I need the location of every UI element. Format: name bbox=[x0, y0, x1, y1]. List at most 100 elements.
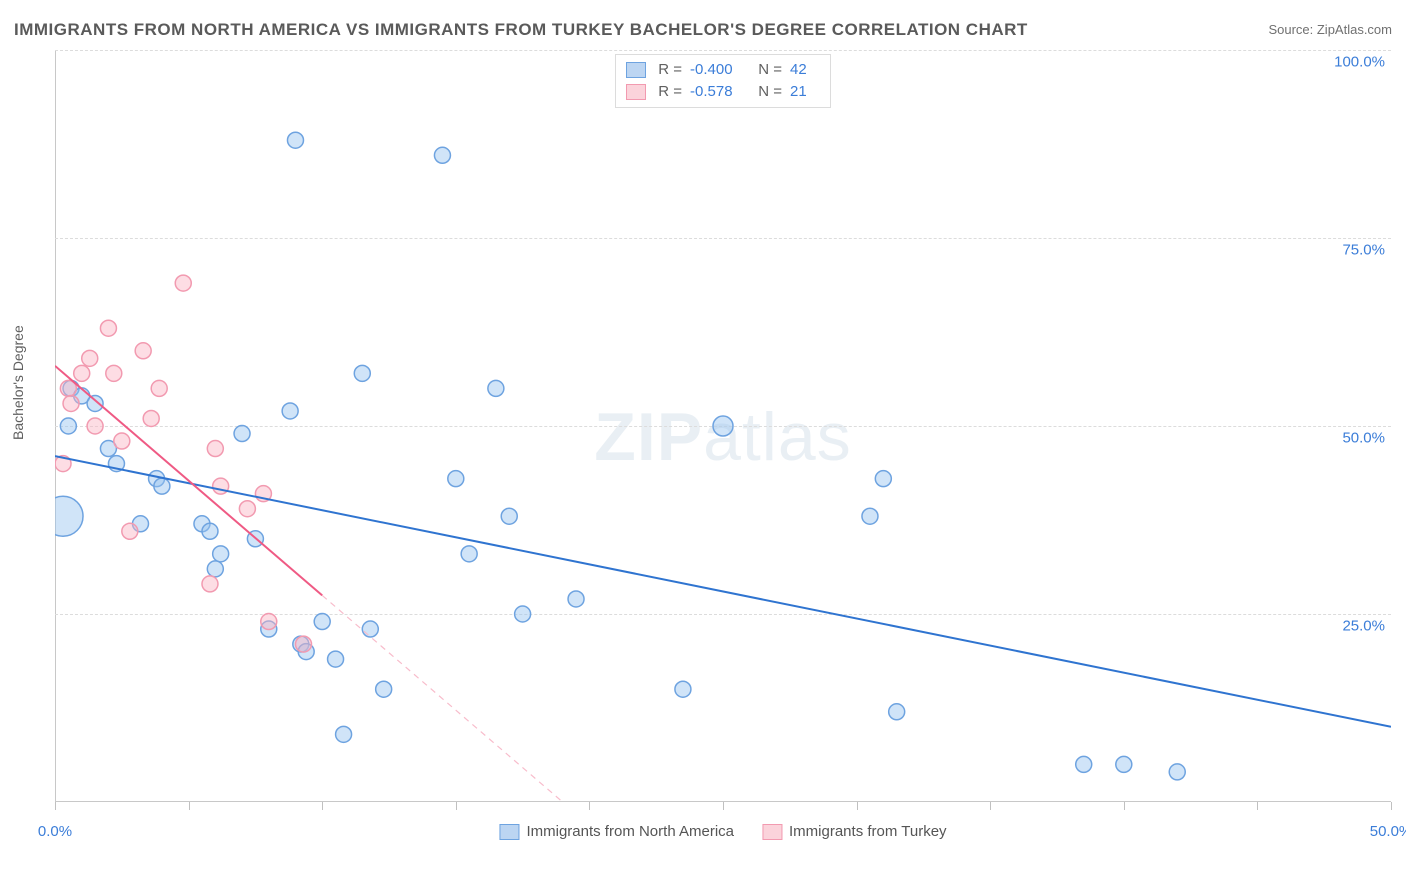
trendline-north_america bbox=[55, 456, 1391, 727]
data-point-north_america bbox=[314, 614, 330, 630]
data-point-north_america bbox=[133, 516, 149, 532]
legend-label: Immigrants from North America bbox=[526, 823, 734, 840]
data-point-turkey bbox=[255, 486, 271, 502]
gridline bbox=[55, 238, 1391, 239]
y-tick-label: 50.0% bbox=[1342, 430, 1385, 447]
n-label: N = bbox=[754, 81, 782, 103]
x-tick bbox=[189, 802, 190, 810]
r-value: -0.578 bbox=[690, 81, 746, 103]
swatch-turkey bbox=[762, 824, 782, 840]
data-point-north_america bbox=[194, 516, 210, 532]
data-point-turkey bbox=[63, 395, 79, 411]
data-point-north_america bbox=[55, 496, 83, 536]
data-point-turkey bbox=[239, 501, 255, 517]
legend-item-turkey: Immigrants from Turkey bbox=[762, 823, 947, 840]
data-point-north_america bbox=[207, 561, 223, 577]
data-point-north_america bbox=[74, 388, 90, 404]
data-point-north_america bbox=[1169, 764, 1185, 780]
data-point-north_america bbox=[63, 380, 79, 396]
data-point-north_america bbox=[675, 681, 691, 697]
data-point-north_america bbox=[282, 403, 298, 419]
data-point-turkey bbox=[114, 433, 130, 449]
data-point-turkey bbox=[261, 614, 277, 630]
x-tick bbox=[456, 802, 457, 810]
y-axis-label: Bachelor's Degree bbox=[10, 325, 26, 440]
data-point-north_america bbox=[362, 621, 378, 637]
swatch-north-america bbox=[626, 62, 646, 78]
data-point-north_america bbox=[1076, 756, 1092, 772]
data-point-north_america bbox=[234, 426, 250, 442]
data-point-turkey bbox=[213, 478, 229, 494]
data-point-north_america bbox=[202, 523, 218, 539]
data-point-north_america bbox=[488, 380, 504, 396]
data-point-north_america bbox=[87, 395, 103, 411]
data-point-turkey bbox=[106, 365, 122, 381]
gridline bbox=[55, 50, 1391, 51]
x-tick bbox=[857, 802, 858, 810]
x-tick bbox=[589, 802, 590, 810]
x-tick bbox=[990, 802, 991, 810]
y-tick-label: 75.0% bbox=[1342, 242, 1385, 259]
gridline bbox=[55, 614, 1391, 615]
data-point-north_america bbox=[293, 636, 309, 652]
data-point-north_america bbox=[862, 508, 878, 524]
data-point-north_america bbox=[568, 591, 584, 607]
data-point-turkey bbox=[82, 350, 98, 366]
x-tick-label: 0.0% bbox=[38, 823, 72, 840]
data-point-north_america bbox=[501, 508, 517, 524]
data-point-north_america bbox=[336, 726, 352, 742]
source-link[interactable]: ZipAtlas.com bbox=[1317, 22, 1392, 37]
data-point-north_america bbox=[875, 471, 891, 487]
watermark: ZIPatlas bbox=[594, 398, 851, 476]
data-point-north_america bbox=[434, 147, 450, 163]
data-point-turkey bbox=[74, 365, 90, 381]
data-point-north_america bbox=[100, 441, 116, 457]
trendline-extrapolation-turkey bbox=[322, 595, 562, 802]
data-point-north_america bbox=[154, 478, 170, 494]
legend-item-north-america: Immigrants from North America bbox=[499, 823, 734, 840]
swatch-turkey bbox=[626, 84, 646, 100]
data-point-north_america bbox=[461, 546, 477, 562]
n-value: 21 bbox=[790, 81, 820, 103]
data-point-north_america bbox=[247, 531, 263, 547]
x-tick-label: 50.0% bbox=[1370, 823, 1406, 840]
data-point-north_america bbox=[108, 456, 124, 472]
data-point-turkey bbox=[151, 380, 167, 396]
n-value: 42 bbox=[790, 59, 820, 81]
data-point-north_america bbox=[448, 471, 464, 487]
data-point-turkey bbox=[60, 380, 76, 396]
plot-area: ZIPatlas 25.0%50.0%75.0%100.0% 0.0%50.0%… bbox=[55, 50, 1391, 840]
source-label: Source: bbox=[1268, 22, 1316, 37]
x-tick bbox=[723, 802, 724, 810]
data-point-north_america bbox=[354, 365, 370, 381]
data-point-north_america bbox=[376, 681, 392, 697]
data-point-north_america bbox=[261, 621, 277, 637]
trendline-turkey bbox=[55, 366, 322, 596]
x-tick bbox=[1124, 802, 1125, 810]
data-point-turkey bbox=[122, 523, 138, 539]
data-point-turkey bbox=[135, 343, 151, 359]
data-point-turkey bbox=[207, 441, 223, 457]
r-label: R = bbox=[654, 81, 682, 103]
x-tick bbox=[1257, 802, 1258, 810]
gridline bbox=[55, 426, 1391, 427]
data-point-north_america bbox=[213, 546, 229, 562]
data-point-turkey bbox=[175, 275, 191, 291]
legend-label: Immigrants from Turkey bbox=[789, 823, 947, 840]
legend-correlation-box: R = -0.400 N = 42 R = -0.578 N = 21 bbox=[615, 54, 831, 108]
source-attribution: Source: ZipAtlas.com bbox=[1268, 22, 1392, 37]
legend-row-north-america: R = -0.400 N = 42 bbox=[626, 59, 820, 81]
data-point-turkey bbox=[202, 576, 218, 592]
data-point-north_america bbox=[298, 644, 314, 660]
x-tick bbox=[322, 802, 323, 810]
r-label: R = bbox=[654, 59, 682, 81]
legend-series: Immigrants from North America Immigrants… bbox=[499, 823, 946, 840]
y-tick-label: 100.0% bbox=[1334, 54, 1385, 71]
n-label: N = bbox=[754, 59, 782, 81]
data-point-north_america bbox=[328, 651, 344, 667]
data-point-north_america bbox=[149, 471, 165, 487]
legend-row-turkey: R = -0.578 N = 21 bbox=[626, 81, 820, 103]
data-point-turkey bbox=[100, 320, 116, 336]
chart-title: IMMIGRANTS FROM NORTH AMERICA VS IMMIGRA… bbox=[14, 20, 1028, 40]
r-value: -0.400 bbox=[690, 59, 746, 81]
